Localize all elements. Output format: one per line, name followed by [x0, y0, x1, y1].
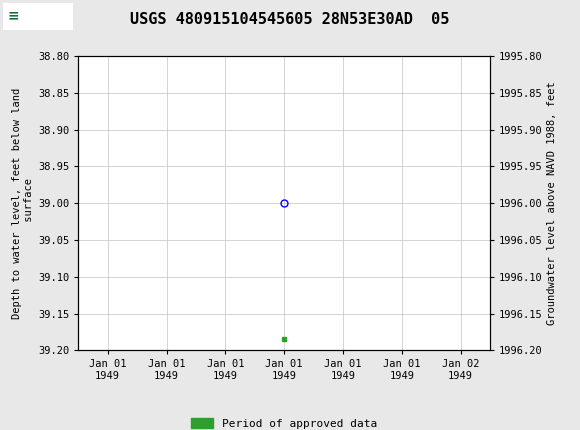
- Y-axis label: Groundwater level above NAVD 1988, feet: Groundwater level above NAVD 1988, feet: [547, 81, 557, 325]
- Text: USGS: USGS: [26, 8, 73, 23]
- FancyBboxPatch shape: [3, 3, 72, 30]
- Text: ≡: ≡: [8, 9, 19, 22]
- Legend: Period of approved data: Period of approved data: [187, 414, 382, 430]
- Text: USGS 480915104545605 28N53E30AD  05: USGS 480915104545605 28N53E30AD 05: [130, 12, 450, 27]
- Y-axis label: Depth to water level, feet below land
 surface: Depth to water level, feet below land su…: [12, 88, 34, 319]
